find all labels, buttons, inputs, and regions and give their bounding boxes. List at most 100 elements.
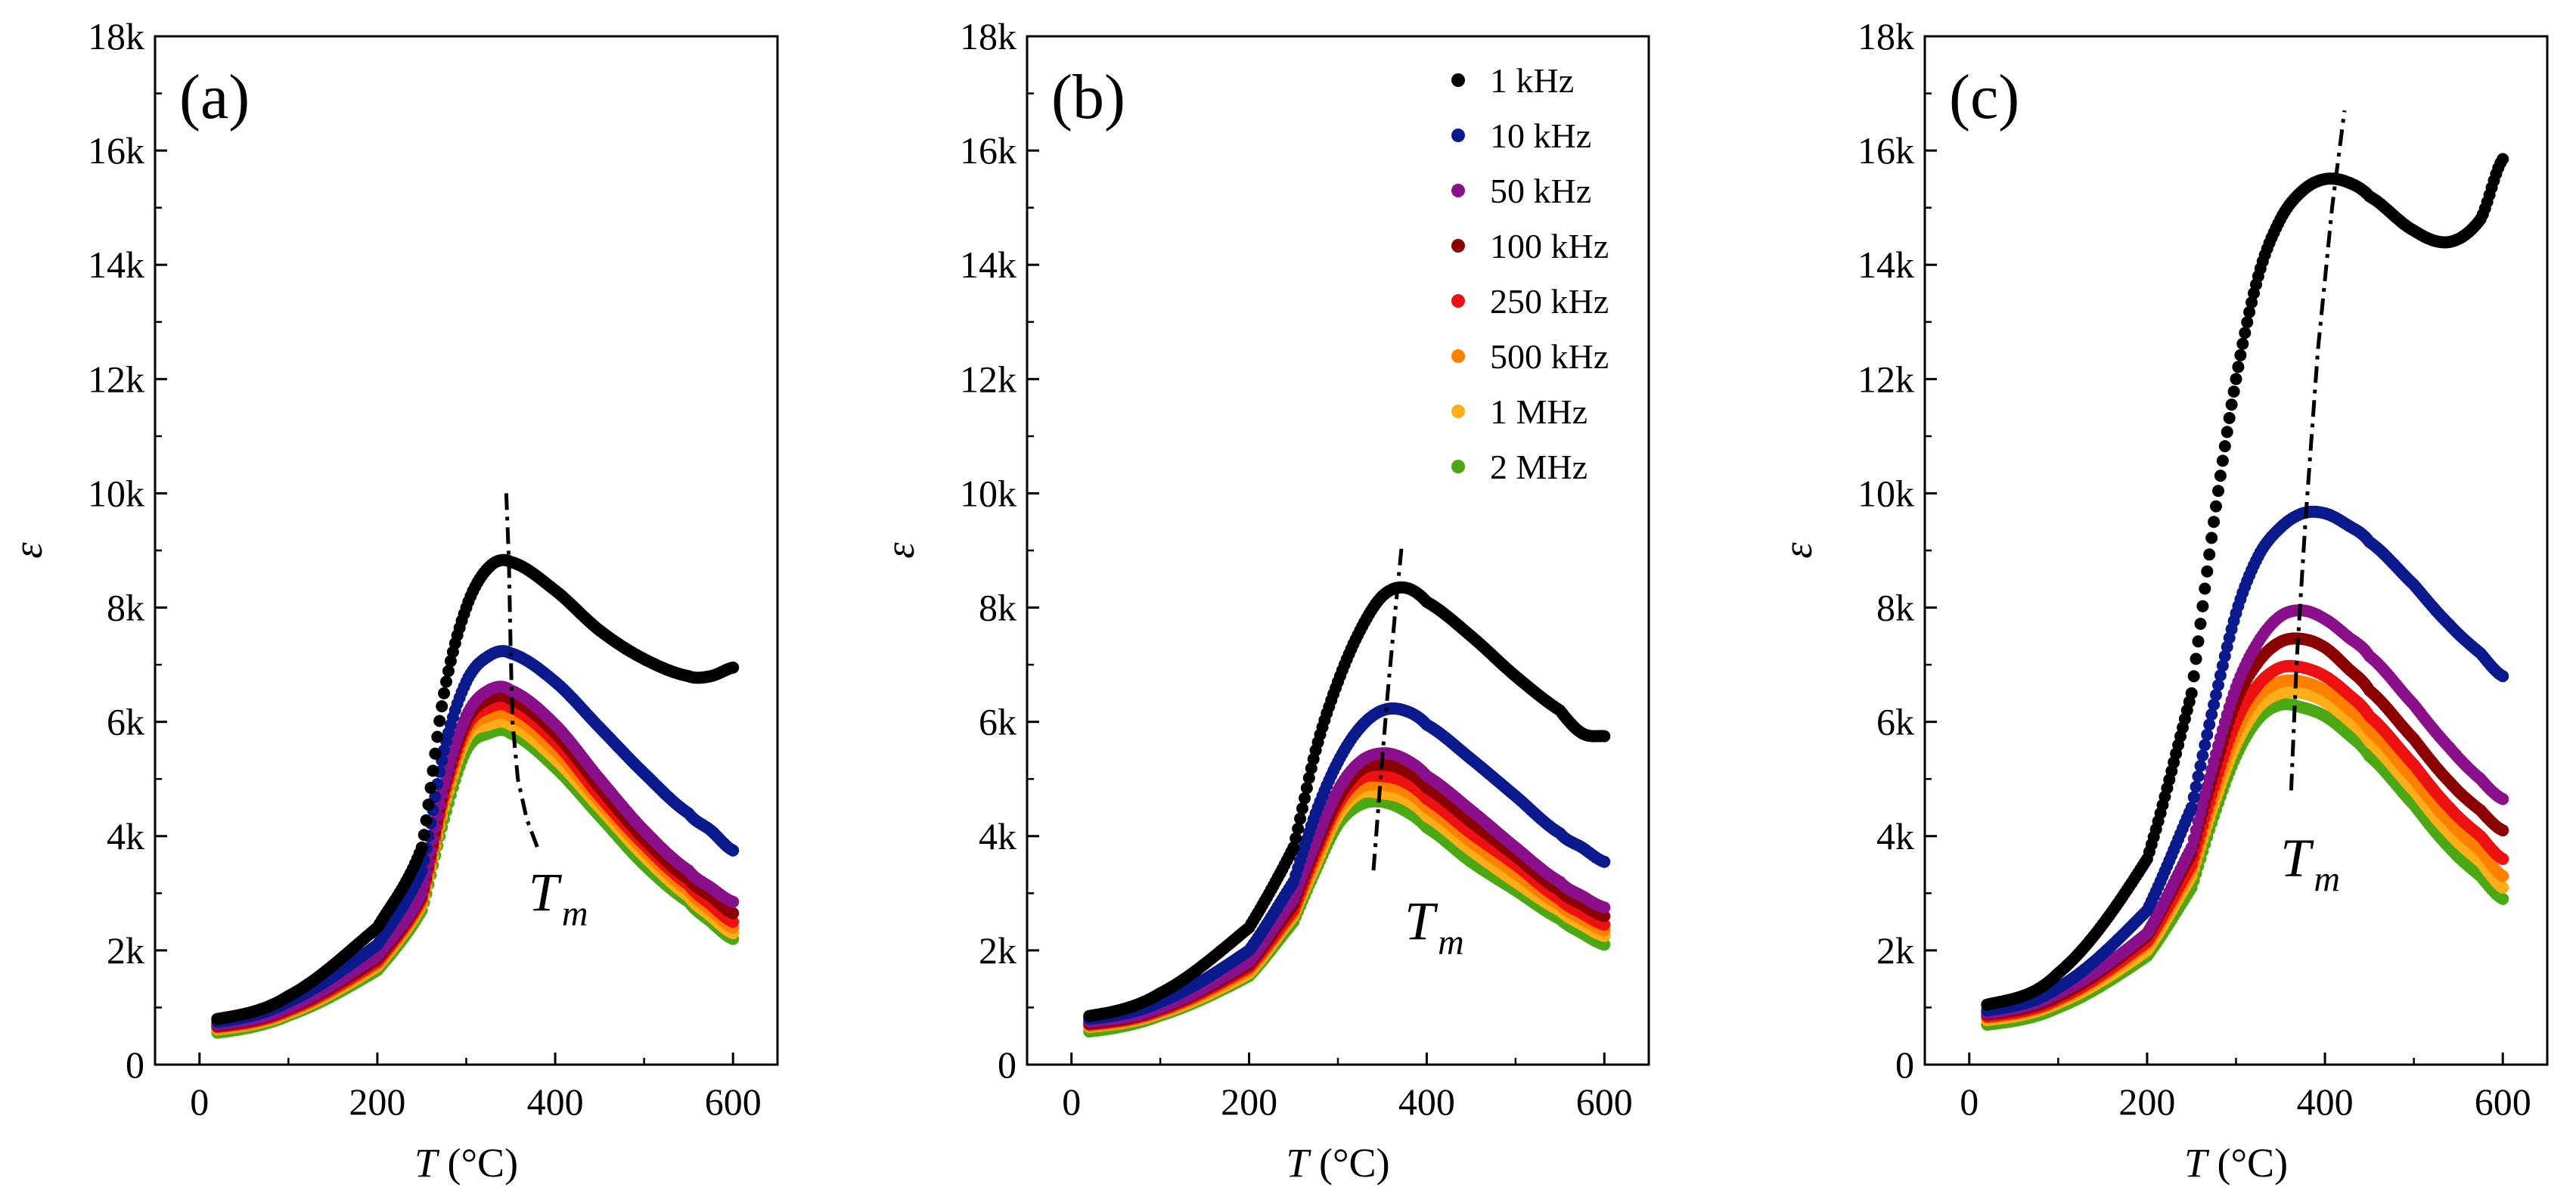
data-point (2497, 853, 2509, 865)
panel-label: (a) (179, 62, 250, 132)
x-axis-title-symbol: T (414, 1140, 440, 1186)
y-tick-label: 8k (1876, 587, 1914, 629)
data-point (727, 661, 740, 674)
tm-label-main: T (1404, 891, 1439, 951)
series-500-khz (211, 706, 740, 1034)
panel-label: (c) (1949, 62, 2019, 132)
x-tick-label: 400 (527, 1081, 584, 1123)
data-point (1598, 730, 1611, 743)
data-point (2497, 881, 2509, 894)
data-point (438, 687, 451, 699)
data-point (1292, 823, 1305, 835)
x-axis-title-unit: (°C) (437, 1140, 518, 1186)
data-point (2497, 870, 2509, 882)
x-tick-label: 0 (190, 1081, 209, 1123)
y-axis-title: ε (5, 542, 51, 559)
data-point (1296, 802, 1308, 815)
tm-label-sub: m (1438, 922, 1464, 963)
tm-label: Tm (529, 862, 588, 934)
x-axis-title: T (°C) (1286, 1140, 1389, 1186)
x-tick-label: 0 (1062, 1081, 1081, 1123)
y-tick-label: 12k (960, 358, 1016, 400)
y-tick-label: 14k (1858, 243, 1914, 286)
data-point (424, 782, 437, 794)
y-tick-label: 2k (979, 929, 1016, 972)
x-tick-label: 200 (1221, 1081, 1277, 1123)
y-tick-label: 18k (88, 15, 144, 57)
y-tick-label: 14k (960, 243, 1016, 286)
data-point (1598, 855, 1611, 868)
y-tick-label: 0 (998, 1043, 1016, 1086)
y-tick-label: 0 (126, 1043, 144, 1086)
series-10-khz (211, 645, 740, 1028)
x-axis-title: T (°C) (414, 1140, 518, 1186)
y-tick-label: 4k (1876, 815, 1914, 857)
x-tick-label: 400 (1398, 1081, 1455, 1123)
data-point (436, 700, 448, 713)
panel-label: (b) (1051, 62, 1125, 132)
y-tick-label: 12k (1858, 358, 1914, 400)
y-axis-title: ε (1775, 542, 1820, 559)
x-tick-label: 400 (2297, 1081, 2354, 1123)
data-point (1302, 771, 1315, 784)
y-tick-label: 2k (107, 929, 144, 972)
y-tick-label: 8k (979, 587, 1016, 629)
x-axis-title: T (°C) (2184, 1140, 2288, 1186)
data-point (444, 655, 457, 668)
y-tick-label: 18k (1858, 15, 1914, 57)
data-point (442, 665, 455, 677)
y-tick-label: 16k (1858, 129, 1914, 172)
series-50-khz (211, 681, 740, 1031)
data-point (1294, 812, 1307, 825)
plot-frame (154, 35, 779, 1066)
data-point (727, 907, 740, 919)
data-point (1287, 841, 1300, 854)
data-point (415, 841, 428, 854)
data-point (2497, 892, 2509, 905)
y-tick-label: 12k (88, 358, 144, 400)
data-point (1300, 782, 1313, 795)
data-point (1598, 910, 1611, 922)
x-tick-label: 600 (705, 1081, 762, 1123)
y-tick-label: 0 (1895, 1043, 1914, 1086)
data-point (422, 798, 435, 811)
x-tick-label: 200 (2118, 1081, 2175, 1123)
x-axis-title-symbol: T (1286, 1140, 1311, 1186)
y-tick-label: 10k (1858, 472, 1914, 514)
tm-label-sub: m (562, 894, 588, 934)
x-tick-label: 200 (349, 1081, 405, 1123)
data-point (420, 814, 433, 826)
series-1-khz (1083, 581, 1611, 1022)
plot-frame (1923, 35, 2549, 1066)
tm-guide-line (504, 493, 539, 848)
y-axis-title: ε (877, 542, 923, 559)
data-point (1290, 832, 1302, 845)
data-point (415, 887, 428, 900)
data-point (727, 844, 740, 857)
x-tick-label: 600 (1576, 1081, 1633, 1123)
series-1-khz (211, 553, 740, 1025)
x-tick-label: 0 (1960, 1081, 1979, 1123)
y-tick-label: 2k (1876, 929, 1914, 972)
tm-label: Tm (1404, 891, 1464, 963)
y-tick-label: 14k (88, 243, 144, 286)
series-250-khz (211, 698, 740, 1034)
x-tick-label: 600 (2475, 1081, 2531, 1123)
x-axis-title-symbol: T (2184, 1140, 2210, 1186)
tm-guide-line (1371, 544, 1404, 871)
y-tick-label: 4k (979, 815, 1016, 857)
data-point (1598, 938, 1611, 951)
y-tick-label: 6k (107, 701, 144, 743)
data-point (427, 764, 439, 777)
y-tick-label: 18k (960, 15, 1016, 57)
data-point (727, 916, 740, 929)
tm-label-main: T (529, 862, 563, 922)
y-tick-label: 16k (88, 129, 144, 172)
data-point (433, 715, 446, 727)
series-1-mhz (211, 715, 740, 1036)
data-point (417, 829, 430, 842)
x-axis-title-unit: (°C) (2207, 1140, 2288, 1186)
data-point (431, 730, 444, 743)
y-tick-label: 16k (960, 129, 1016, 172)
